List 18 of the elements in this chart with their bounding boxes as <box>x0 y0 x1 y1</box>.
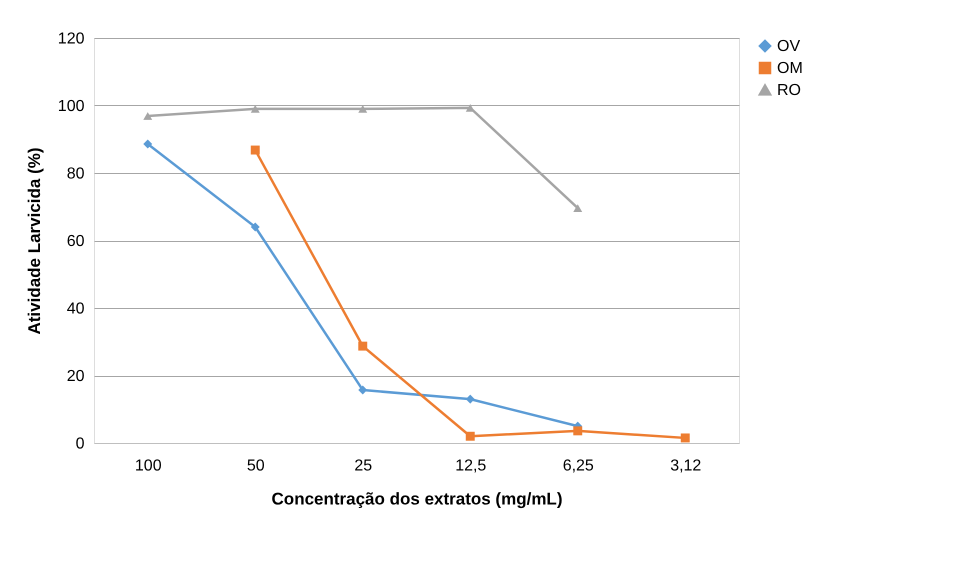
x-tick-label: 12,5 <box>455 458 486 474</box>
x-tick-label: 100 <box>134 458 162 474</box>
x-tick-label: 50 <box>246 458 265 474</box>
legend-label: OM <box>777 60 803 77</box>
y-tick-label: 0 <box>76 436 85 452</box>
y-axis-title: Atividade Larvicida (%) <box>24 147 44 335</box>
x-tick-label: 6,25 <box>562 458 594 474</box>
y-tick-label: 20 <box>66 368 85 385</box>
y-tick-label: 40 <box>66 300 85 318</box>
x-tick-label: 3,12 <box>670 458 702 474</box>
y-tick-label: 120 <box>58 30 85 48</box>
legend-label: RO <box>777 82 801 99</box>
y-tick-label: 80 <box>66 166 85 182</box>
legend-label: OV <box>777 38 800 55</box>
y-tick-label: 60 <box>66 233 85 250</box>
x-axis-title: Concentração dos extratos (mg/mL) <box>272 490 562 508</box>
y-tick-label: 100 <box>58 98 85 115</box>
x-tick-label: 25 <box>354 458 372 474</box>
